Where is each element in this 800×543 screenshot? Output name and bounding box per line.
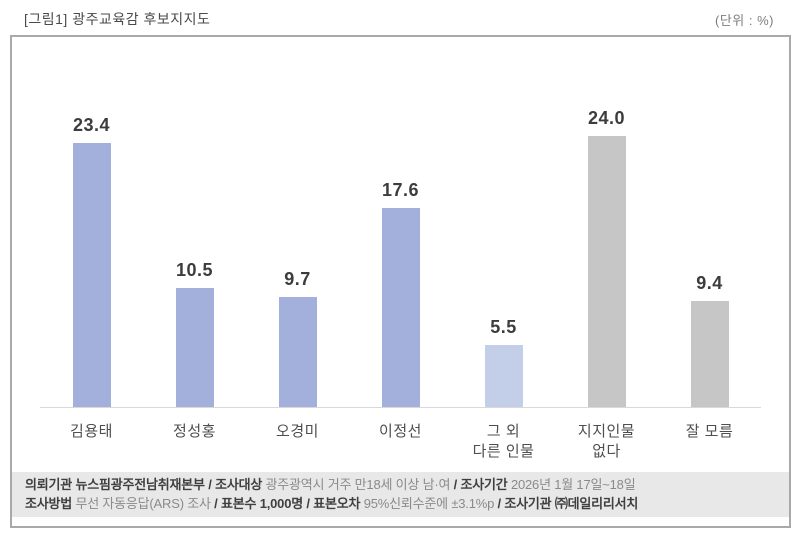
unit-label: (단위 : %) — [715, 13, 774, 28]
category-label: 잘 모름 — [685, 423, 734, 440]
bar-column: 17.6 — [349, 180, 452, 407]
category-label: 이정선 — [379, 423, 422, 440]
footer-segment: 광주광역시 거주 만18세 이상 남·여 — [262, 477, 454, 492]
bar — [72, 143, 111, 407]
footer-segment: 95%신뢰수준에 ±3.1%p — [360, 496, 498, 511]
footer-line-1: 의뢰기관 뉴스핌광주전남취재본부 / 조사대상 광주광역시 거주 만18세 이상… — [25, 475, 776, 494]
bar — [381, 208, 420, 407]
bar-column: 23.4 — [40, 115, 143, 407]
bar-column: 9.4 — [658, 273, 761, 407]
footer-line-2: 조사방법 무선 자동응답(ARS) 조사 / 표본수 1,000명 / 표본오차… — [25, 494, 776, 513]
bar — [484, 345, 523, 407]
category-label: 그 외 다른 인물 — [472, 423, 535, 461]
footer-separator: / — [497, 496, 505, 511]
footer-separator: / — [302, 496, 314, 511]
footer-segment: 조사기관 ㈜데일리리서치 — [504, 496, 639, 511]
footer-segment: 무선 자동응답(ARS) 조사 — [72, 496, 215, 511]
bar-column: 24.0 — [555, 108, 658, 407]
bar-column: 10.5 — [143, 260, 246, 407]
category-label: 정성홍 — [173, 423, 216, 440]
bar — [278, 297, 317, 407]
bar-value-label: 23.4 — [72, 115, 111, 135]
bar-value-label: 9.4 — [696, 273, 723, 293]
methodology-footer: 의뢰기관 뉴스핌광주전남취재본부 / 조사대상 광주광역시 거주 만18세 이상… — [12, 472, 789, 517]
bar-value-label: 10.5 — [175, 260, 214, 280]
bars-row: 23.4 10.5 9.7 17.6 5.5 24.0 9.4 — [40, 37, 761, 408]
bar-value-label: 5.5 — [490, 317, 517, 337]
footer-separator: / — [214, 496, 221, 511]
bar — [587, 136, 626, 407]
bar-column: 9.7 — [246, 269, 349, 407]
figure-title: [그림1] 광주교육감 후보지지도 — [24, 11, 211, 27]
footer-segment: 조사기간 — [460, 477, 508, 492]
bar-value-label: 24.0 — [587, 108, 626, 128]
bar-column: 5.5 — [452, 317, 555, 407]
footer-segment: 2026년 1월 17일~18일 — [507, 477, 636, 492]
chart-box: 23.4 10.5 9.7 17.6 5.5 24.0 9.4 김용태 정성홍 오경미 이정선 그 … — [10, 35, 791, 528]
footer-segment: 의뢰기관 뉴스핌광주전남취재본부 — [25, 477, 205, 492]
bar-value-label: 9.7 — [284, 269, 311, 289]
bar — [690, 301, 729, 407]
footer-separator: / — [453, 477, 461, 492]
category-label: 김용태 — [70, 423, 113, 440]
footer-segment: 표본오차 — [313, 496, 361, 511]
category-label: 오경미 — [276, 423, 319, 440]
footer-segment: 조사방법 — [25, 496, 73, 511]
category-labels-row: 김용태 정성홍 오경미 이정선 그 외 다른 인물 지지인물 없다 잘 모름 — [40, 409, 761, 463]
bar — [175, 288, 214, 407]
footer-separator: / — [204, 477, 216, 492]
bar-value-label: 17.6 — [381, 180, 420, 200]
footer-segment: 조사대상 — [215, 477, 263, 492]
category-label: 지지인물 없다 — [577, 423, 636, 461]
footer-segment: 표본수 1,000명 — [221, 496, 303, 511]
